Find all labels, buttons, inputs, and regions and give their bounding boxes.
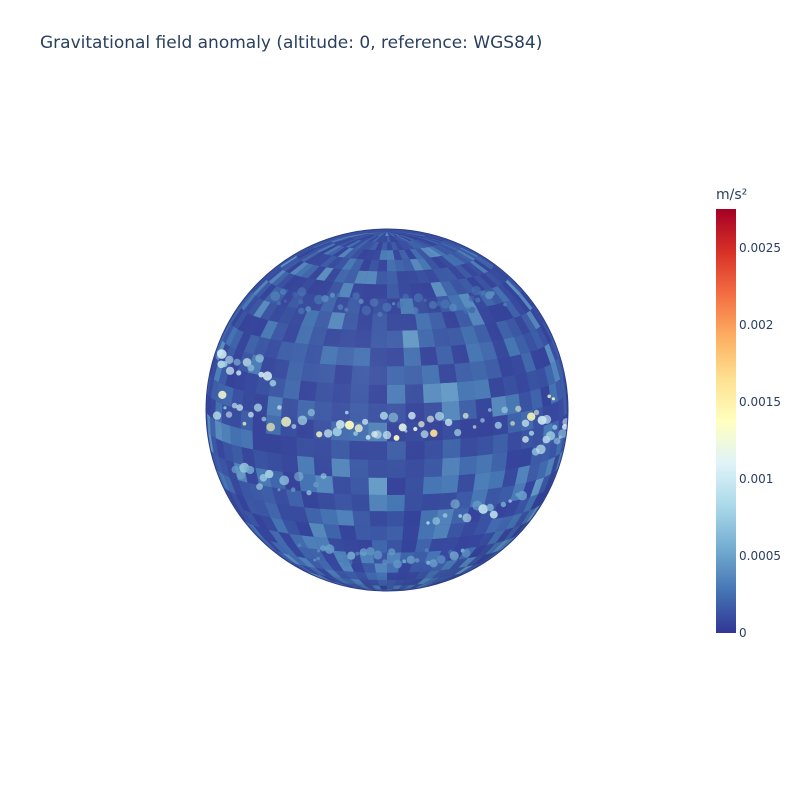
- colorbar-title: m/s²: [716, 187, 748, 203]
- globe-outline: [205, 228, 569, 592]
- colorbar-tick-label: 0.0025: [739, 240, 781, 255]
- colorbar-gradient: [716, 209, 736, 633]
- colorbar-tick-label: 0.002: [739, 317, 774, 332]
- colorbar-tick-label: 0: [739, 626, 747, 640]
- colorbar-tick-label: 0.0005: [739, 548, 781, 563]
- colorbar-tick-label: 0.001: [739, 471, 774, 486]
- chart-title: Gravitational field anomaly (altitude: 0…: [40, 33, 543, 53]
- colorbar-tick-label: 0.0015: [739, 394, 781, 409]
- globe-shading: [206, 229, 568, 591]
